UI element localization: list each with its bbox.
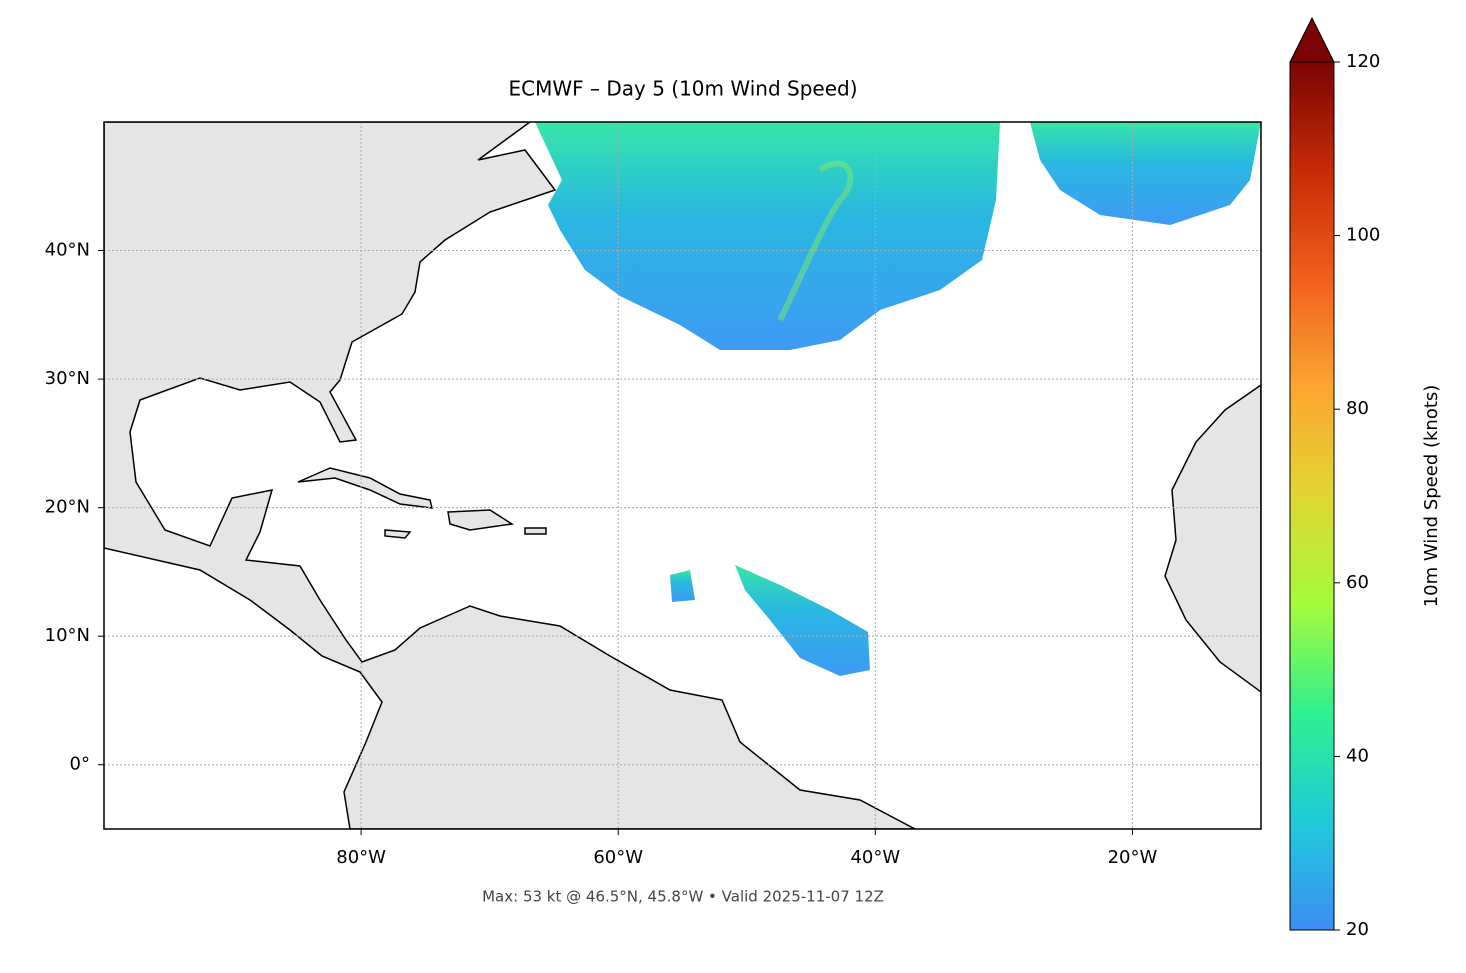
colorbar-tick-label: 20 <box>1346 919 1369 940</box>
map-frame <box>103 121 1262 830</box>
colorbar-tick-label: 60 <box>1346 572 1369 593</box>
y-tick-label: 0° <box>70 754 90 775</box>
wind-field-speck <box>670 570 695 602</box>
colorbar-tick-label: 100 <box>1346 225 1380 246</box>
x-tick-label: 80°W <box>336 847 386 868</box>
colorbar-tick-label: 80 <box>1346 398 1369 419</box>
colorbar-label: 10m Wind Speed (knots) <box>1421 385 1442 608</box>
wind-field-east <box>1030 122 1261 225</box>
y-tick-label: 10°N <box>45 625 90 646</box>
y-tick-label: 20°N <box>45 497 90 518</box>
x-tick-label: 40°W <box>850 847 900 868</box>
colorbar-extend <box>1289 16 1335 63</box>
y-tick-label: 40°N <box>45 240 90 261</box>
map-area <box>104 122 1261 829</box>
cuba <box>297 467 433 509</box>
wind-field-tropics <box>735 565 870 676</box>
chart-title: ECMWF – Day 5 (10m Wind Speed) <box>509 77 858 101</box>
colorbar-tick-label: 120 <box>1346 51 1380 72</box>
hispaniola <box>447 509 515 531</box>
wind-field-north <box>535 122 1000 350</box>
americas <box>104 122 916 829</box>
x-tick-label: 60°W <box>593 847 643 868</box>
colorbar-tick-label: 40 <box>1346 745 1369 766</box>
colorbar <box>1289 61 1335 931</box>
jamaica <box>384 529 412 539</box>
footer: Max: 53 kt @ 46.5°N, 45.8°W • Valid 2025… <box>482 888 884 906</box>
grid <box>104 122 1261 829</box>
wind-max-band <box>777 160 854 322</box>
africa <box>1164 384 1261 693</box>
puerto-rico <box>524 527 547 535</box>
x-tick-label: 20°W <box>1108 847 1158 868</box>
y-tick-label: 30°N <box>45 368 90 389</box>
